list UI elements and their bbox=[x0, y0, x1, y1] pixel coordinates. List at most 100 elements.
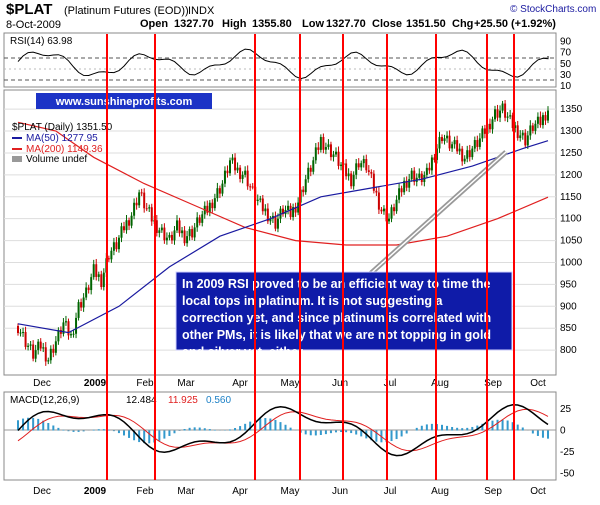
macd-hist-bar bbox=[396, 431, 398, 440]
x-label-bottom: Aug bbox=[431, 486, 449, 497]
candle-body bbox=[529, 125, 531, 135]
candle-body bbox=[126, 220, 128, 230]
x-label-bottom: Mar bbox=[177, 486, 195, 497]
macd-hist-bar bbox=[471, 427, 473, 431]
candle-body bbox=[368, 170, 370, 172]
candle-body bbox=[310, 168, 312, 172]
candle-body bbox=[90, 277, 92, 290]
annotation-line: other PMs, it is likely that we are not … bbox=[182, 328, 491, 342]
macd-hist-bar bbox=[98, 429, 100, 430]
candle-body bbox=[224, 171, 226, 184]
candle-body bbox=[396, 200, 398, 211]
macd-hist-bar bbox=[517, 425, 519, 431]
candle-body bbox=[338, 152, 340, 166]
copyright-label: © StockCharts.com bbox=[510, 4, 596, 15]
macd-hist-bar bbox=[168, 431, 170, 436]
high-value: 1355.80 bbox=[252, 18, 292, 30]
candle-body bbox=[234, 158, 236, 171]
candle-body bbox=[398, 188, 400, 199]
candle-body bbox=[257, 200, 259, 201]
candle-body bbox=[335, 152, 337, 155]
x-label-price: Aug bbox=[431, 378, 449, 389]
candle-body bbox=[499, 111, 501, 118]
candle-body bbox=[537, 117, 539, 124]
annotation-line: In 2009 RSI proved to be an efficient wa… bbox=[182, 277, 490, 291]
candle-body bbox=[93, 264, 95, 277]
candle-body bbox=[88, 288, 90, 291]
candle-body bbox=[532, 125, 534, 130]
close-label: Close bbox=[372, 18, 402, 30]
candle-body bbox=[219, 188, 221, 193]
macd-hist-bar bbox=[285, 425, 287, 431]
candle-body bbox=[161, 228, 163, 231]
candle-body bbox=[216, 188, 218, 198]
macd-value-2: 11.925 bbox=[168, 395, 198, 406]
candle-body bbox=[67, 321, 69, 335]
candle-body bbox=[509, 115, 511, 116]
candle-body bbox=[168, 235, 170, 238]
macd-value-1: 12.484 bbox=[126, 395, 157, 406]
x-label-price: Jul bbox=[384, 378, 397, 389]
candle-body bbox=[348, 174, 350, 177]
macd-frame bbox=[4, 392, 556, 480]
rsi-title: RSI(14) 63.98 bbox=[10, 36, 73, 47]
macd-hist-bar bbox=[310, 431, 312, 436]
macd-value-3: 0.560 bbox=[206, 395, 231, 406]
candle-body bbox=[151, 207, 153, 221]
macd-hist-bar bbox=[274, 420, 276, 431]
macd-hist-bar bbox=[93, 430, 95, 431]
candle-body bbox=[484, 128, 486, 133]
macd-hist-bar bbox=[406, 431, 408, 434]
candle-body bbox=[534, 124, 536, 131]
candle-body bbox=[277, 219, 279, 229]
watermark-text: www.sunshineprofits.com bbox=[55, 96, 193, 108]
candle-body bbox=[141, 192, 143, 193]
candle-body bbox=[191, 229, 193, 237]
legend-volume: Volume undef bbox=[26, 154, 87, 165]
candle-body bbox=[244, 171, 246, 175]
chg-value: +25.50 (+1.92%) bbox=[474, 18, 556, 30]
candle-body bbox=[481, 128, 483, 138]
candle-body bbox=[451, 144, 453, 148]
candle-body bbox=[73, 334, 75, 335]
candle-body bbox=[146, 208, 148, 209]
macd-tick-label: -50 bbox=[560, 469, 575, 480]
macd-hist-bar bbox=[497, 420, 499, 431]
macd-hist-bar bbox=[441, 425, 443, 431]
price-title: $PLAT (Daily) 1351.50 bbox=[12, 122, 113, 133]
candle-body bbox=[539, 117, 541, 125]
price-tick-label: 1350 bbox=[560, 104, 583, 115]
macd-hist-bar bbox=[189, 428, 191, 431]
macd-hist-bar bbox=[67, 431, 69, 432]
candle-body bbox=[25, 332, 27, 347]
price-tick-label: 1250 bbox=[560, 148, 583, 159]
candle-body bbox=[287, 206, 289, 210]
open-label: Open bbox=[140, 18, 168, 30]
candle-body bbox=[355, 163, 357, 174]
macd-hist-bar bbox=[214, 430, 216, 431]
candle-body bbox=[444, 138, 446, 141]
macd-hist-bar bbox=[148, 431, 150, 444]
macd-tick-label: 25 bbox=[560, 404, 572, 415]
candle-body bbox=[247, 171, 249, 187]
candle-body bbox=[17, 326, 19, 333]
candle-body bbox=[173, 230, 175, 240]
macd-hist-bar bbox=[194, 427, 196, 430]
macd-hist-bar bbox=[173, 431, 175, 434]
candle-body bbox=[383, 209, 385, 212]
macd-hist-bar bbox=[537, 431, 539, 436]
candle-body bbox=[27, 346, 29, 347]
candle-body bbox=[176, 220, 178, 230]
candle-body bbox=[441, 137, 443, 141]
candle-body bbox=[469, 150, 471, 157]
price-tick-label: 950 bbox=[560, 279, 577, 290]
candle-body bbox=[20, 333, 22, 334]
candle-body bbox=[252, 187, 254, 188]
candle-body bbox=[259, 199, 261, 200]
x-label-bottom: May bbox=[281, 486, 300, 497]
candle-body bbox=[426, 168, 428, 175]
candle-body bbox=[242, 175, 244, 179]
